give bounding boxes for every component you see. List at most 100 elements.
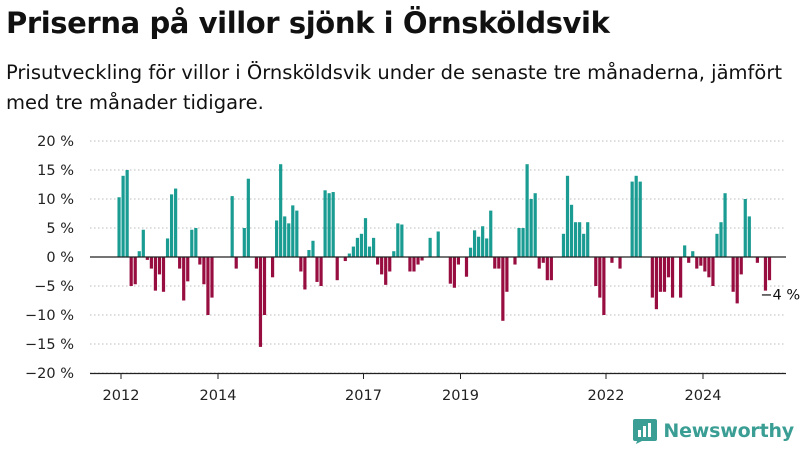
bar (258, 257, 263, 347)
bar (384, 257, 388, 285)
x-tick-label: 2024 (685, 388, 722, 404)
bar (485, 238, 489, 257)
bar (367, 246, 372, 257)
bar (169, 194, 174, 257)
bar (242, 228, 246, 257)
bar (141, 229, 145, 257)
bar (396, 223, 400, 257)
bar (497, 257, 501, 269)
bar (279, 164, 283, 257)
bar (517, 228, 521, 257)
bar (371, 237, 376, 257)
x-tick-label: 2012 (103, 388, 140, 404)
bar-chart-logo-icon (633, 419, 658, 444)
bar (198, 257, 202, 265)
bar (505, 257, 509, 292)
bar (335, 257, 339, 281)
bar (202, 257, 206, 285)
bar (307, 250, 311, 257)
bar (654, 257, 658, 310)
bar (392, 251, 396, 257)
x-tick-label: 2017 (345, 388, 382, 404)
bar (206, 257, 210, 315)
bar (602, 257, 606, 315)
bar (347, 253, 351, 257)
bar (275, 220, 279, 257)
bar (194, 228, 198, 257)
bar (165, 238, 170, 257)
bar (481, 226, 485, 257)
bar (388, 257, 392, 272)
bar (683, 245, 687, 257)
bar (287, 223, 291, 257)
y-tick-label: −15 % (25, 337, 74, 353)
bar (400, 224, 404, 257)
bar (739, 257, 743, 275)
bar (763, 257, 768, 291)
bar (477, 236, 481, 257)
bar (630, 181, 634, 257)
bar (161, 257, 166, 292)
bar (190, 229, 194, 257)
bar (291, 205, 295, 257)
bar (234, 257, 238, 269)
bar (533, 193, 537, 257)
newsworthy-logo: Newsworthy (632, 417, 794, 445)
y-tick-label: 5 % (46, 221, 74, 237)
bar (153, 257, 158, 291)
bar (376, 257, 380, 265)
bar (582, 233, 586, 257)
y-tick-label: 15 % (37, 163, 74, 179)
bar (731, 257, 735, 292)
bar (182, 257, 186, 301)
bar (703, 257, 707, 272)
bar (578, 222, 582, 257)
bars (117, 164, 772, 347)
bar (747, 216, 751, 257)
bar (319, 257, 323, 286)
bar (420, 257, 424, 261)
bar (521, 228, 525, 257)
bar (634, 175, 638, 257)
bar (699, 257, 703, 266)
bar (743, 199, 747, 257)
bar (468, 247, 473, 257)
y-tick-label: −10 % (25, 308, 74, 324)
bar (436, 231, 440, 257)
bar (121, 175, 125, 257)
bar (594, 257, 598, 286)
bar (416, 257, 420, 265)
bar (157, 257, 162, 275)
bar (755, 257, 759, 263)
x-tick-label: 2019 (442, 388, 479, 404)
bar (246, 178, 250, 257)
bar (549, 257, 553, 281)
bar (117, 197, 121, 257)
bar (501, 257, 505, 321)
bar (525, 164, 529, 257)
y-tick-label: 10 % (37, 192, 74, 208)
bar (186, 257, 190, 282)
axes (90, 256, 786, 379)
bar (137, 251, 141, 257)
bar (230, 196, 234, 257)
bar (174, 188, 178, 257)
bar (529, 199, 533, 257)
labels: 20 % 15 % 10 % 5 % 0 % −5 % −10 % −15 % −20 % 201… (25, 134, 800, 404)
bar (408, 257, 412, 272)
bar (573, 222, 578, 257)
bar (537, 257, 541, 269)
bar (541, 257, 545, 263)
bar (666, 257, 671, 278)
bar (323, 190, 327, 257)
bar (513, 257, 517, 265)
bar (598, 257, 602, 298)
bar (618, 257, 622, 269)
y-tick-label: 20 % (37, 134, 74, 150)
bar (679, 257, 683, 298)
bar (662, 257, 667, 292)
bar (125, 170, 129, 257)
bar (331, 192, 335, 257)
bar (295, 210, 299, 257)
